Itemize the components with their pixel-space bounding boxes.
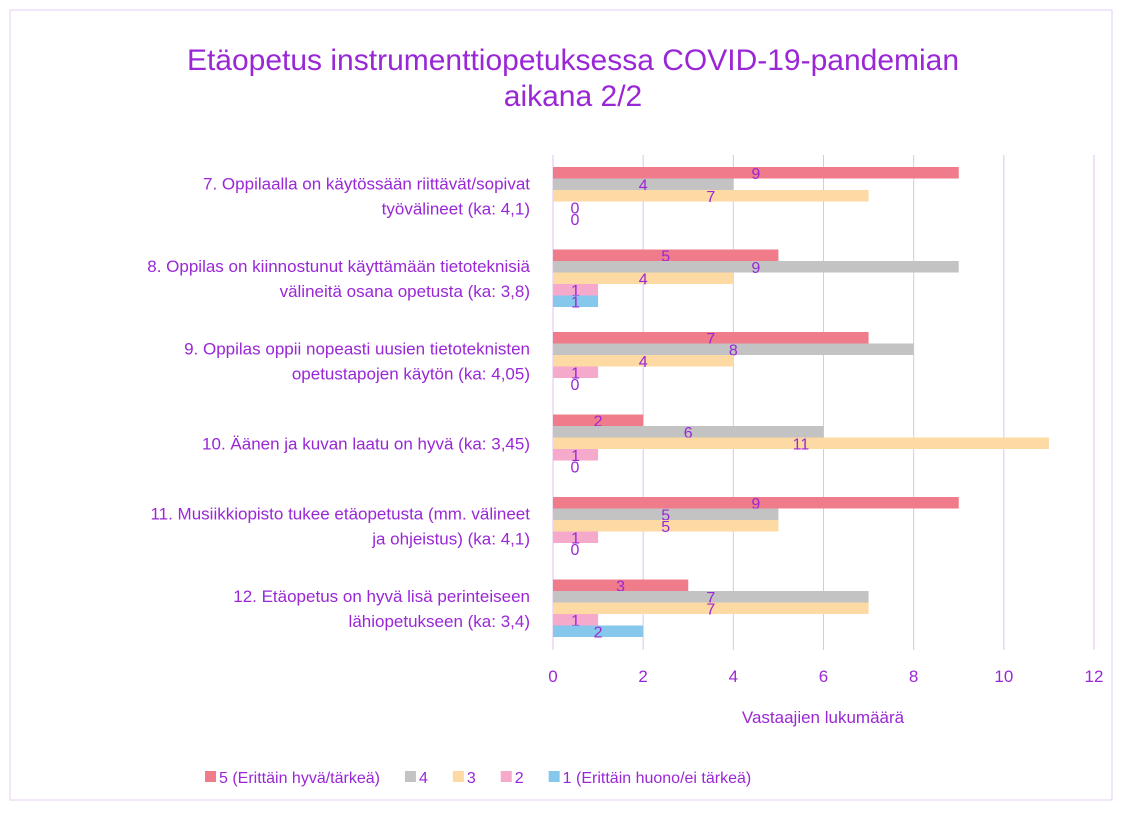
value-label: 1 [571,283,580,300]
x-tick-label: 8 [909,667,918,686]
value-label: 7 [706,590,715,607]
value-label: 4 [639,354,648,371]
bar [553,579,689,591]
bar [553,508,779,520]
legend-label: 2 [515,770,524,787]
value-label: 7 [706,189,715,206]
bar [553,190,869,202]
category-label: 8. Oppilas on kiinnostunut käyttämään ti… [147,257,530,301]
bar [553,520,779,532]
bar [553,614,599,626]
bar [553,332,869,344]
category-label: 11. Musiikkiopisto tukee etäopetusta (mm… [150,504,530,548]
bar [553,591,869,603]
value-label: 1 [571,365,580,382]
category-label: 10. Äänen ja kuvan laatu on hyvä (ka: 3,… [202,434,530,453]
category-label: 12. Etäopetus on hyvä lisä perinteiseen l… [233,587,530,631]
value-label: 1 [571,294,580,311]
bar [553,167,959,179]
legend-swatch [548,771,560,782]
chart-title: Etäopetus instrumenttiopetuksessa COVID-… [187,44,959,113]
bar [553,355,734,367]
value-label: 0 [571,459,580,476]
value-label: 2 [594,413,603,430]
x-axis-label: Vastaajien lukumäärä [742,708,905,727]
bar [553,531,599,543]
legend-swatch [205,771,216,782]
bar [553,284,599,296]
bar [553,602,869,614]
legend-label: 1 (Erittäin huono/ei tärkeä) [563,770,752,787]
legend-label: 3 [467,770,476,787]
value-label: 7 [706,601,715,618]
value-label: 7 [706,331,715,348]
bar [553,295,599,307]
bar [553,343,914,355]
bar [553,426,824,438]
x-tick-label: 0 [548,667,557,686]
value-label: 0 [571,200,580,217]
legend-swatch [404,771,416,782]
legend-label: 5 (Erittäin hyvä/tärkeä) [219,770,380,787]
legend-swatch [500,771,512,782]
value-label: 3 [616,578,625,595]
value-label: 1 [571,613,580,630]
bar [553,437,1049,449]
bar [553,414,644,426]
value-label: 2 [594,624,603,641]
value-label: 5 [661,507,670,524]
legend-label: 4 [419,770,428,787]
value-label: 0 [571,542,580,559]
category-label: 9. Oppilas oppii nopeasti uusien tietote… [184,339,530,383]
value-label: 0 [571,212,580,229]
value-label: 4 [639,177,648,194]
x-tick-label: 2 [638,667,647,686]
value-label: 9 [751,260,760,277]
value-label: 4 [639,271,648,288]
value-label: 9 [751,166,760,183]
bar [553,497,959,509]
category-label: 7. Oppilaalla on käytössään riittävät/so… [203,174,530,218]
bar [553,249,779,261]
x-tick-label: 4 [729,667,738,686]
legend-swatch [452,771,464,782]
bar [553,366,599,378]
value-label: 5 [661,248,670,265]
value-label: 8 [729,342,738,359]
value-label: 5 [661,519,670,536]
value-label: 9 [751,496,760,513]
bar [553,272,734,284]
x-tick-label: 12 [1085,667,1104,686]
bar [553,178,734,190]
bar [553,261,959,273]
x-tick-label: 10 [994,667,1013,686]
value-label: 0 [571,377,580,394]
value-label: 6 [684,425,693,442]
x-tick-label: 6 [819,667,828,686]
value-label: 1 [571,530,580,547]
bar [553,449,599,461]
value-label: 11 [793,436,810,453]
value-label: 1 [571,448,580,465]
bar [553,625,644,637]
chart-border [9,9,1113,801]
